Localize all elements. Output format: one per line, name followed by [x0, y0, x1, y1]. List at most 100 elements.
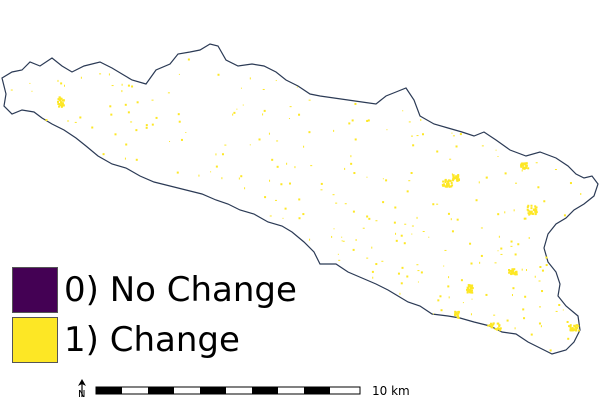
change-pixel — [355, 238, 357, 241]
change-pixel — [527, 212, 530, 215]
change-pixel — [439, 295, 442, 298]
change-pixel — [393, 221, 396, 224]
change-pixel — [522, 308, 525, 311]
change-pixel — [558, 303, 561, 306]
change-pixel — [568, 325, 571, 328]
change-pixel — [298, 217, 301, 220]
north-arrow-letter: N — [78, 389, 85, 398]
change-pixel — [399, 292, 401, 295]
change-pixel — [449, 158, 452, 160]
change-pixel — [353, 172, 356, 175]
change-pixel — [411, 225, 414, 227]
change-pixel — [420, 271, 423, 274]
change-pixel — [210, 171, 212, 173]
change-pixel — [562, 309, 564, 311]
change-pixel — [91, 126, 94, 129]
change-pixel — [151, 99, 154, 101]
change-pixel — [468, 290, 471, 293]
change-pixel — [176, 171, 179, 174]
change-pixel — [447, 285, 450, 288]
change-pixel — [457, 316, 460, 319]
change-pixel — [308, 131, 311, 134]
change-pixel — [60, 82, 63, 85]
change-pixel — [480, 227, 483, 229]
change-pixel — [457, 179, 460, 182]
change-pixel — [573, 324, 576, 327]
change-pixel — [447, 179, 450, 182]
change-pixel — [442, 180, 445, 183]
change-pixel — [510, 240, 513, 243]
change-pixel — [512, 287, 515, 290]
change-pixel — [221, 153, 224, 156]
change-pixel — [338, 259, 341, 261]
change-pixel — [515, 271, 518, 274]
change-pixel — [510, 271, 513, 274]
change-pixel — [492, 322, 495, 325]
change-pixel — [351, 119, 354, 122]
change-pixel — [456, 315, 459, 318]
change-pixel — [366, 257, 369, 259]
change-pixel — [185, 132, 187, 134]
change-pixel — [342, 240, 345, 242]
change-pixel — [249, 144, 251, 146]
change-pixel — [511, 294, 513, 297]
change-pixel — [217, 73, 220, 76]
change-pixel — [198, 174, 200, 177]
change-pixel — [276, 165, 279, 168]
change-pixel — [454, 314, 457, 317]
change-pixel — [460, 279, 463, 282]
change-pixel — [262, 113, 264, 116]
change-pixel — [362, 227, 365, 229]
change-pixel — [448, 276, 450, 279]
change-pixel — [497, 156, 499, 158]
change-pixel — [469, 242, 472, 245]
change-pixel — [452, 135, 455, 137]
legend-label-no-change: 0) No Change — [64, 270, 297, 310]
change-pixel — [366, 119, 369, 122]
change-pixel — [489, 322, 492, 325]
change-pixel — [530, 207, 533, 210]
change-pixel — [436, 203, 439, 205]
change-pixel — [491, 326, 494, 329]
change-pixel — [530, 210, 533, 213]
change-pixel — [535, 211, 538, 214]
change-pixel — [470, 289, 473, 292]
change-pixel — [513, 272, 516, 275]
change-pixel — [534, 275, 536, 278]
change-pixel — [499, 329, 502, 332]
change-pixel — [416, 135, 419, 137]
change-pixel — [114, 133, 117, 136]
change-pixel — [57, 79, 59, 82]
change-pixel — [475, 199, 478, 202]
change-pixel — [528, 213, 531, 216]
change-pixel — [333, 228, 335, 230]
change-pixel — [421, 133, 424, 136]
change-pixel — [538, 306, 541, 308]
change-pixel — [470, 285, 473, 288]
change-pixel — [151, 123, 154, 126]
change-pixel — [296, 86, 298, 88]
change-pixel — [108, 73, 110, 76]
change-pixel — [493, 314, 496, 316]
change-pixel — [574, 329, 577, 332]
change-pixel — [451, 184, 454, 187]
change-pixel — [348, 122, 351, 125]
change-pixel — [60, 101, 63, 104]
change-pixel — [490, 324, 493, 327]
change-pixel — [495, 149, 497, 151]
scale-bar-label: 10 km — [372, 384, 410, 398]
change-pixel — [513, 268, 516, 271]
north-arrow: N — [74, 378, 90, 400]
change-pixel — [485, 293, 488, 296]
change-pixel — [526, 206, 529, 209]
change-pixel — [350, 155, 352, 158]
change-pixels-layer — [10, 58, 582, 352]
change-pixel — [125, 143, 128, 146]
change-pixel — [576, 324, 579, 327]
change-pixel — [537, 186, 540, 189]
change-pixel — [131, 85, 134, 88]
change-pixel — [67, 120, 70, 122]
change-pixel — [455, 175, 458, 178]
change-pixel — [571, 329, 574, 332]
